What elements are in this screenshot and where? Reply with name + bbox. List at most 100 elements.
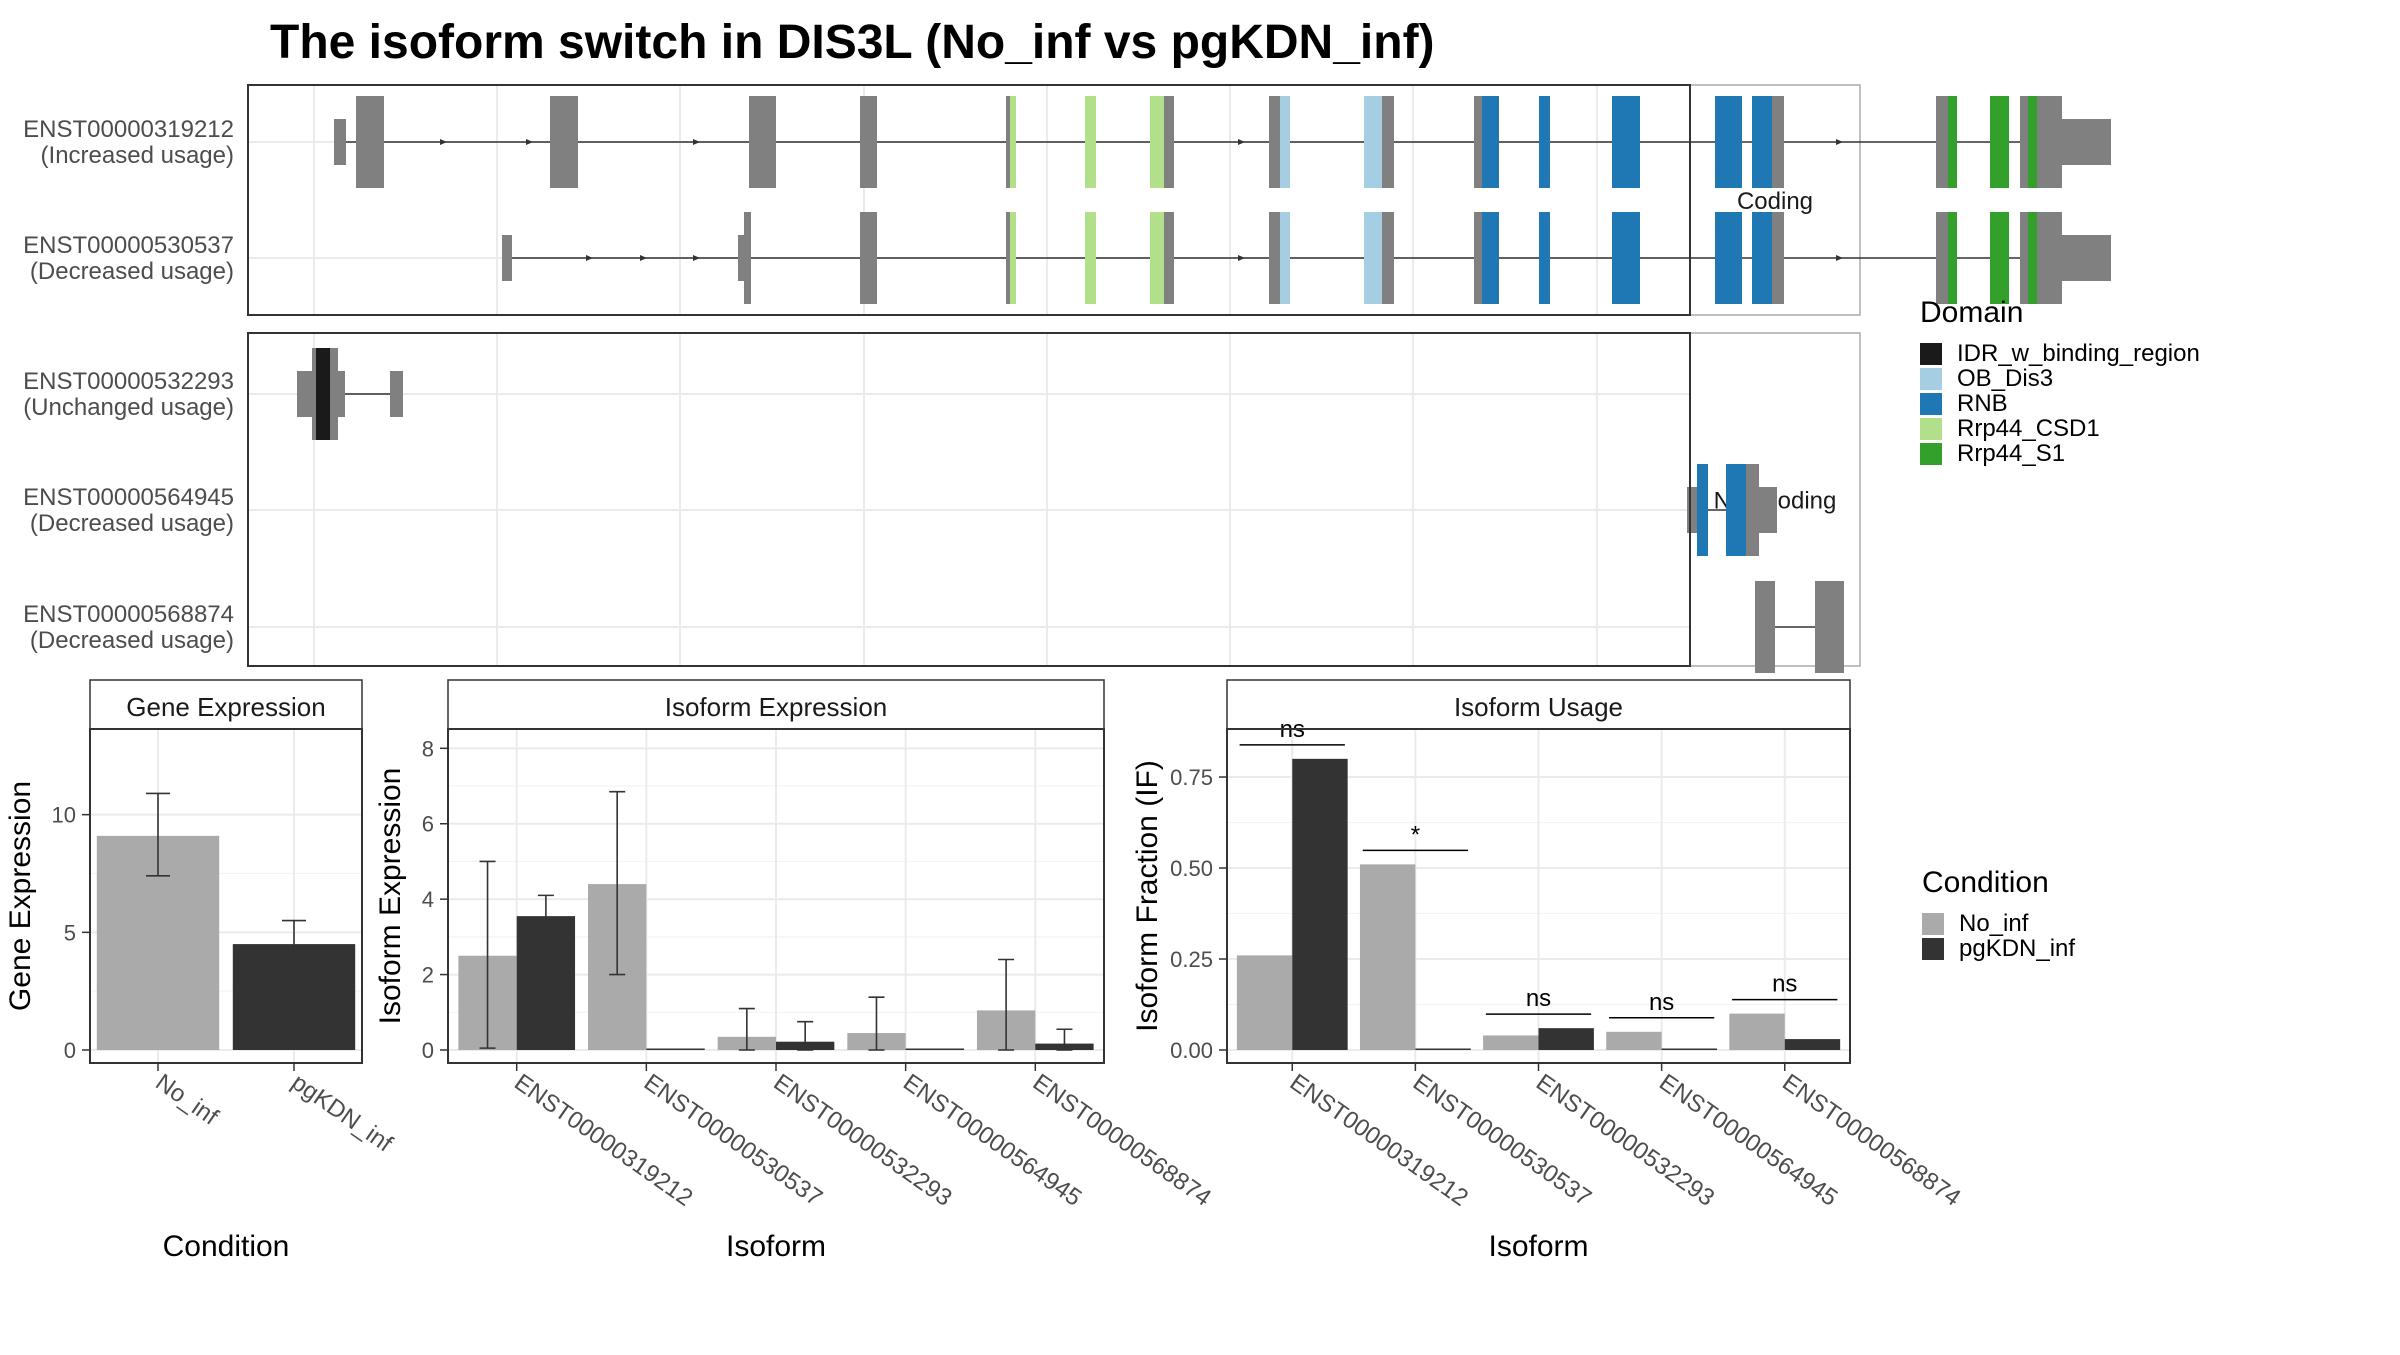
significance-label: ns [1772, 971, 1797, 998]
exon-cds [1936, 212, 1948, 304]
intron-arrow [640, 255, 647, 261]
isoform-label: ENST00000530537 [23, 232, 234, 259]
panel-title: Isoform Usage [1454, 692, 1623, 722]
exon-cds [2037, 212, 2042, 304]
exon-cds [1755, 581, 1775, 673]
isoform-label: ENST00000532293 [23, 368, 234, 395]
bar-No_inf [1606, 1031, 1662, 1050]
exon-RNB [1726, 464, 1746, 556]
significance-label: ns [1526, 985, 1551, 1012]
structure-panel-border [247, 332, 1691, 667]
isoform-usage-label: (Decreased usage) [30, 510, 234, 537]
exon-OB_Dis3 [1364, 212, 1382, 304]
bar-pgKDN_inf [1784, 1039, 1841, 1050]
x-axis-title: Isoform [726, 1230, 826, 1263]
exon-cds [1746, 464, 1759, 556]
exon-OB_Dis3 [1364, 96, 1382, 188]
intron-arrow [1836, 139, 1843, 145]
exon-cds [1772, 212, 1784, 304]
exon-cds [749, 96, 776, 188]
exon-RNB [1482, 96, 1499, 188]
isoform-label: ENST00000564945 [23, 484, 234, 511]
exon-cds [1936, 96, 1948, 188]
exon-utr [390, 371, 403, 417]
exon-cds [1164, 96, 1174, 188]
exon-Rrp44_CSD1 [1085, 212, 1096, 304]
exon-OB_Dis3 [1280, 96, 1290, 188]
legend-label-domain: OB_Dis3 [1957, 365, 2053, 392]
exon-cds [1474, 212, 1482, 304]
isoform-usage-label: (Decreased usage) [30, 258, 234, 285]
facet-label: Coding [1737, 188, 1813, 215]
panel-strip [89, 679, 363, 730]
exon-cds [744, 212, 751, 304]
y-tick-label: 6 [422, 812, 434, 837]
exon-utr [1687, 487, 1697, 533]
legend-key-domain [1920, 368, 1942, 390]
exon-Rrp44_S1 [1948, 212, 1957, 304]
exon-RNB [1752, 212, 1772, 304]
y-tick-label: 0 [422, 1038, 434, 1063]
x-axis-title: Isoform [1488, 1230, 1588, 1263]
y-axis-title: Gene Expression [4, 781, 37, 1011]
exon-cds [1006, 212, 1010, 304]
exon-IDR_w_binding_region [316, 348, 330, 440]
exon-cds [330, 348, 338, 440]
exon-cds [1772, 96, 1784, 188]
bar-No_inf [1236, 955, 1293, 1050]
exon-Rrp44_S1 [1948, 96, 1957, 188]
exon-cds [1815, 581, 1844, 673]
exon-Rrp44_CSD1 [1010, 212, 1016, 304]
bar-pgKDN_inf [1415, 1048, 1471, 1050]
exon-cds [1269, 212, 1280, 304]
isoform-usage-label: (Increased usage) [41, 142, 234, 169]
y-axis-title: Isoform Expression [374, 768, 407, 1025]
y-tick-label: 0.50 [1170, 856, 1213, 881]
bar-No_inf [1729, 1013, 1785, 1050]
exon-cds [2020, 96, 2028, 188]
legend-label-domain: Rrp44_S1 [1957, 440, 2065, 467]
x-tick-label: No_inf [151, 1069, 224, 1131]
exon-utr [2062, 119, 2111, 165]
y-tick-label: 8 [422, 736, 434, 761]
exon-cds [356, 96, 384, 188]
y-tick-label: 0 [64, 1038, 76, 1063]
exon-Rrp44_S1 [2028, 212, 2037, 304]
legend-title-condition: Condition [1922, 866, 2049, 899]
exon-OB_Dis3 [1280, 212, 1290, 304]
exon-cds [1269, 96, 1280, 188]
legend-label-domain: RNB [1957, 390, 2008, 417]
y-tick-label: 4 [422, 887, 434, 912]
y-tick-label: 10 [52, 803, 76, 828]
legend-key-domain [1920, 418, 1942, 440]
exon-Rrp44_CSD1 [1150, 96, 1164, 188]
bar-pgKDN_inf [1538, 1028, 1594, 1050]
exon-RNB [1482, 212, 1499, 304]
exon-RNB [1697, 464, 1708, 556]
exon-cds [2042, 212, 2062, 304]
bar-pgKDN_inf [646, 1048, 705, 1050]
intron-arrow [440, 139, 447, 145]
legend-key-condition [1922, 938, 1944, 960]
structure-panel-border [247, 84, 1691, 316]
intron-arrow [1238, 139, 1245, 145]
y-tick-label: 5 [64, 920, 76, 945]
significance-label: ns [1649, 989, 1674, 1016]
exon-cds [860, 96, 877, 188]
exon-cds [1006, 96, 1010, 188]
exon-utr [1759, 487, 1777, 533]
x-tick-label: pgKDN_inf [287, 1069, 398, 1158]
significance-label: * [1411, 821, 1420, 848]
exon-RNB [1715, 96, 1742, 188]
isoform-label: ENST00000568874 [23, 601, 234, 628]
exon-utr [334, 119, 346, 165]
panel-border [89, 728, 363, 1064]
exon-cds [1164, 212, 1174, 304]
legend-key-condition [1922, 913, 1944, 935]
legend-label-domain: Rrp44_CSD1 [1957, 415, 2100, 442]
bar-pgKDN_inf [1292, 758, 1348, 1050]
exon-RNB [1539, 212, 1550, 304]
legend-key-domain [1920, 443, 1942, 465]
intron-arrow [693, 255, 700, 261]
y-tick-label: 2 [422, 963, 434, 988]
